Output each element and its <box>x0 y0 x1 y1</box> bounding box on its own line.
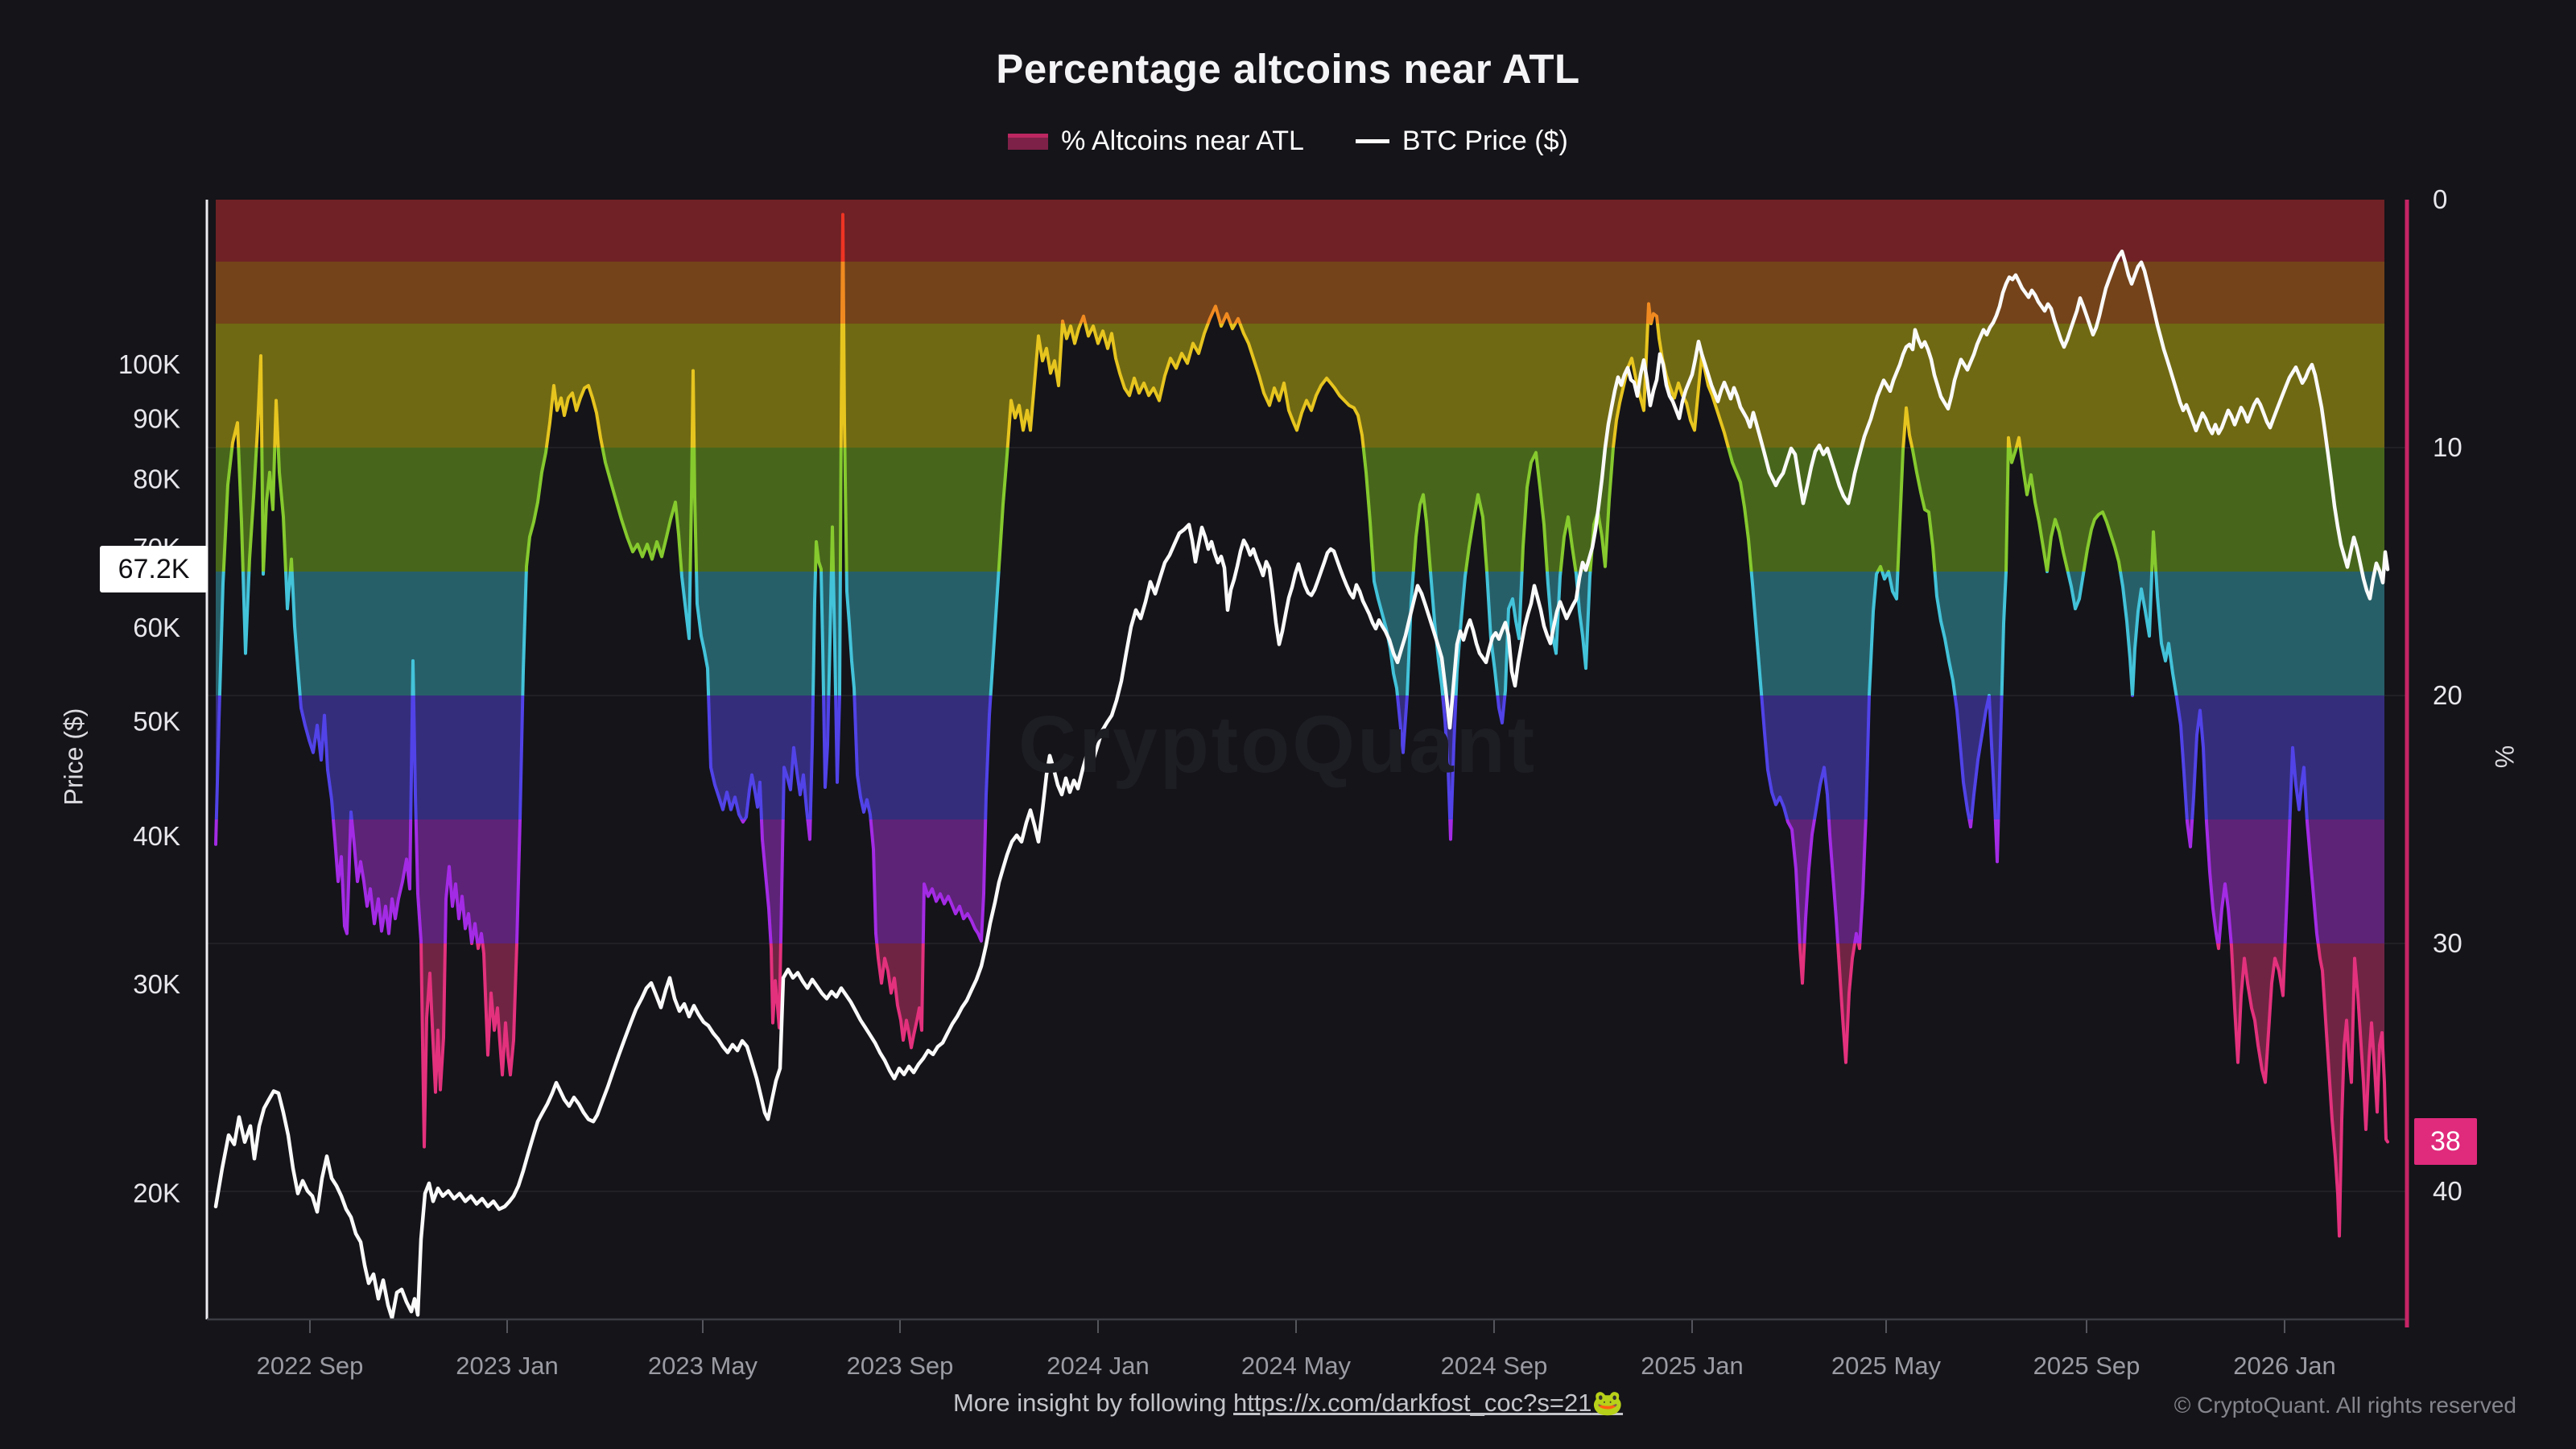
legend: % Altcoins near ATL BTC Price ($) <box>0 126 2576 157</box>
left-axis-title: Price ($) <box>59 708 89 806</box>
x-tick-label: 2023 Sep <box>847 1352 954 1380</box>
frog-emoji-icon: 🐸 <box>1591 1389 1624 1417</box>
x-tick-label: 2024 Jan <box>1046 1352 1150 1380</box>
band-10-15pct <box>216 448 2384 572</box>
x-tick-label: 2025 May <box>1831 1352 1942 1380</box>
cryptoquant-watermark: CryptoQuant <box>1018 700 1538 790</box>
page-title: Percentage altcoins near ATL <box>996 46 1580 92</box>
percent-tick-label: 40 <box>2433 1176 2462 1206</box>
atl-last-percent-badge: 38 <box>2414 1118 2477 1166</box>
band-5-10pct <box>216 324 2384 448</box>
footer-prefix: More insight by following <box>952 1389 1234 1417</box>
atl-series-swatch-icon <box>1008 133 1049 150</box>
percent-tick-label: 30 <box>2433 928 2462 958</box>
band-25-30pct <box>216 819 2384 943</box>
footer-attribution: More insight by following https://x.com/… <box>0 1388 2576 1418</box>
percent-tick-label: 0 <box>2433 184 2447 214</box>
percent-tick-label: 10 <box>2433 432 2462 462</box>
x-tick-label: 2024 May <box>1241 1352 1352 1380</box>
price-tick-label: 30K <box>133 969 180 999</box>
btc-price-line <box>213 250 2390 1320</box>
atl-percent-line-segment <box>230 324 2022 448</box>
x-tick-label: 2025 Jan <box>1641 1352 1744 1380</box>
price-tick-label: 20K <box>133 1179 180 1208</box>
legend-label-atl: % Altcoins near ATL <box>1061 126 1304 156</box>
price-tick-label: 40K <box>133 821 180 851</box>
x-tick-label: 2023 Jan <box>456 1352 559 1380</box>
x-tick-label: 2023 May <box>648 1352 758 1380</box>
price-tick-label: 100K <box>118 349 180 379</box>
copyright-notice: © CryptoQuant. All rights reserved <box>2174 1393 2516 1418</box>
price-tick-label: 90K <box>133 403 180 433</box>
percent-tick-label: 20 <box>2433 680 2462 710</box>
band-30-45.2pct <box>216 943 2384 1236</box>
band-15-20pct <box>216 572 2384 696</box>
legend-label-btc: BTC Price ($) <box>1402 126 1568 156</box>
band-0-2.5pct <box>216 200 2384 262</box>
price-tick-label: 60K <box>133 613 180 642</box>
legend-item-btc-price: BTC Price ($) <box>1355 126 1568 157</box>
x-tick-label: 2022 Sep <box>257 1352 364 1380</box>
right-axis-title: % <box>2490 745 2520 769</box>
x-tick-label: 2026 Jan <box>2233 1352 2336 1380</box>
btc-last-price-badge: 67.2K <box>100 546 208 593</box>
atl-percent-line-segment <box>221 448 2158 572</box>
profile-link-text: https://x.com/darkfost_coc?s=21 <box>1233 1389 1592 1417</box>
price-tick-label: 80K <box>133 464 180 494</box>
x-tick-label: 2025 Sep <box>2033 1352 2140 1380</box>
x-tick-label: 2024 Sep <box>1441 1352 1548 1380</box>
legend-item-atl-percent: % Altcoins near ATL <box>1008 126 1304 157</box>
profile-link[interactable]: https://x.com/darkfost_coc?s=21🐸 <box>1233 1389 1623 1417</box>
btc-series-dash-icon <box>1355 139 1389 143</box>
price-tick-label: 50K <box>133 706 180 736</box>
band-2.5-5pct <box>216 262 2384 324</box>
